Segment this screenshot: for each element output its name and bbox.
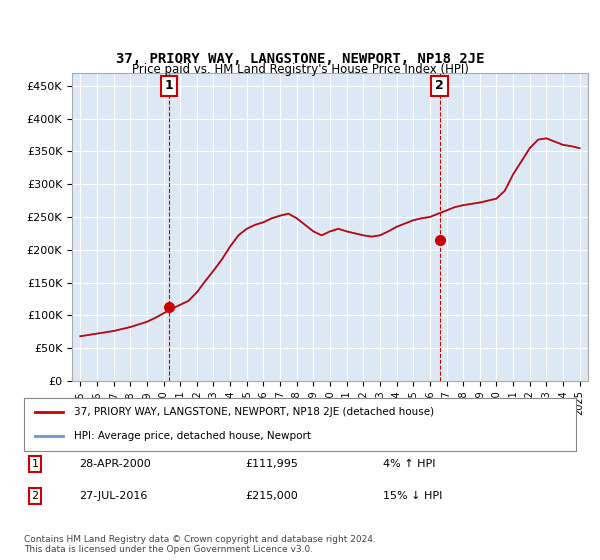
Text: £111,995: £111,995 [245,459,298,469]
Text: 15% ↓ HPI: 15% ↓ HPI [383,491,442,501]
Text: 1: 1 [32,459,38,469]
Text: Price paid vs. HM Land Registry's House Price Index (HPI): Price paid vs. HM Land Registry's House … [131,63,469,77]
Text: 1: 1 [165,80,173,92]
Text: Contains HM Land Registry data © Crown copyright and database right 2024.
This d: Contains HM Land Registry data © Crown c… [24,535,376,554]
Text: £215,000: £215,000 [245,491,298,501]
Text: 28-APR-2000: 28-APR-2000 [79,459,151,469]
Text: 37, PRIORY WAY, LANGSTONE, NEWPORT, NP18 2JE: 37, PRIORY WAY, LANGSTONE, NEWPORT, NP18… [116,52,484,66]
Text: 2: 2 [435,80,444,92]
Text: 37, PRIORY WAY, LANGSTONE, NEWPORT, NP18 2JE (detached house): 37, PRIORY WAY, LANGSTONE, NEWPORT, NP18… [74,408,434,418]
Text: 27-JUL-2016: 27-JUL-2016 [79,491,148,501]
Text: 4% ↑ HPI: 4% ↑ HPI [383,459,436,469]
Text: HPI: Average price, detached house, Newport: HPI: Average price, detached house, Newp… [74,431,311,441]
Text: 2: 2 [31,491,38,501]
